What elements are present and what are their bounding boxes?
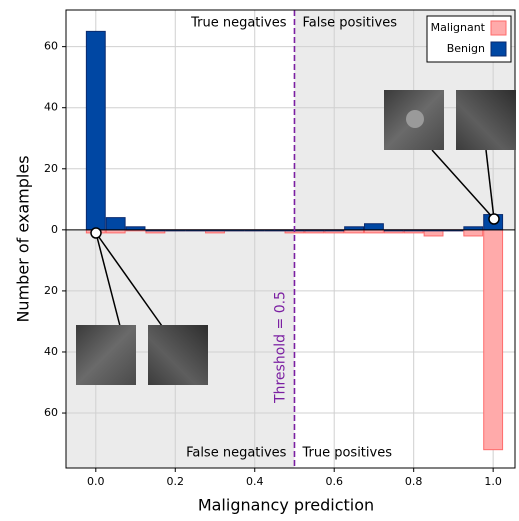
- legend-label: Benign: [447, 42, 485, 55]
- x-tick-label: 0.8: [405, 475, 423, 488]
- y-tick-label: 20: [44, 284, 58, 297]
- bar: [364, 223, 384, 231]
- bar: [85, 30, 106, 231]
- connector: [95, 232, 163, 327]
- ct-image: [456, 90, 516, 150]
- y-tick-label: 60: [44, 40, 58, 53]
- bar: [105, 217, 126, 231]
- x-tick-label: 0.6: [325, 475, 343, 488]
- quadrant-label: False positives: [302, 16, 397, 31]
- x-tick-label: 1.0: [484, 475, 502, 488]
- nodule: [406, 110, 424, 128]
- y-tick-label: 0: [51, 223, 58, 236]
- marker: [488, 213, 500, 225]
- connector: [431, 149, 495, 220]
- bar: [463, 229, 484, 237]
- x-tick-label: 0.4: [246, 475, 264, 488]
- legend-swatch: [490, 20, 507, 36]
- y-axis-label: Number of examples: [14, 155, 33, 322]
- quadrant-label: False negatives: [186, 446, 287, 461]
- threshold-label: Threshold = 0.5: [272, 291, 288, 404]
- x-tick-label: 0.0: [87, 475, 105, 488]
- connector: [95, 232, 121, 327]
- connector: [485, 149, 495, 220]
- quadrant-label: True negatives: [190, 16, 287, 31]
- y-tick-label: 40: [44, 101, 58, 114]
- marker: [90, 227, 102, 239]
- ct-image: [76, 325, 136, 385]
- y-tick-label: 20: [44, 162, 58, 175]
- x-tick-label: 0.2: [167, 475, 185, 488]
- ct-thumbnails: [76, 90, 516, 385]
- bar: [483, 229, 504, 451]
- legend-swatch: [490, 41, 507, 57]
- quadrant-label: True positives: [301, 446, 392, 461]
- plot-frame: [65, 9, 516, 469]
- ct-image: [148, 325, 208, 385]
- x-axis-label: Malignancy prediction: [198, 496, 374, 515]
- y-tick-label: 60: [44, 406, 58, 419]
- legend-label: Malignant: [431, 21, 486, 34]
- y-tick-label: 40: [44, 345, 58, 358]
